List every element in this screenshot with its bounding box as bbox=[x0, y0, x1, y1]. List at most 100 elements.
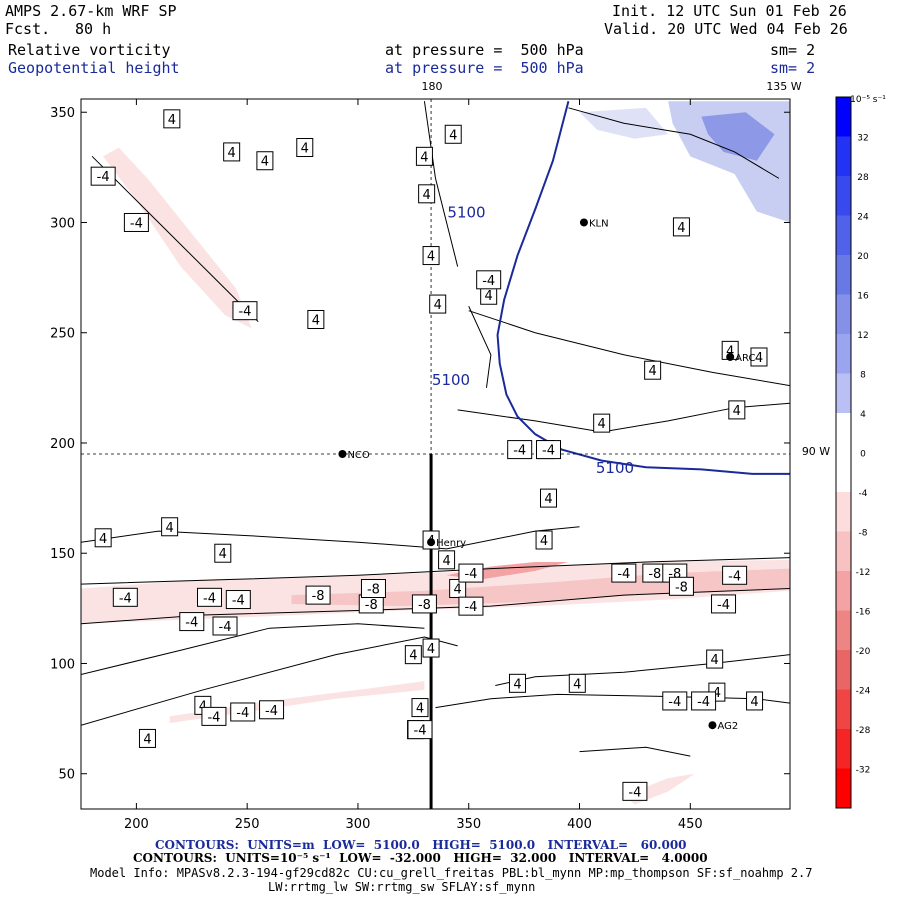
contour-label-box bbox=[422, 246, 440, 266]
vorticity-contour-label: 4 bbox=[416, 702, 424, 717]
vorticity-contour-label: -4 bbox=[207, 710, 220, 725]
x-tick-label: 450 bbox=[678, 817, 703, 832]
colorbar-swatch bbox=[836, 531, 851, 572]
vorticity-contour-label: -4 bbox=[238, 305, 251, 320]
contour-label-box bbox=[722, 565, 748, 585]
vorticity-contour-label: 4 bbox=[165, 521, 173, 536]
contour-label-box bbox=[225, 590, 251, 610]
vorticity-contour-label: -4 bbox=[232, 594, 245, 609]
contour-label-box bbox=[539, 488, 557, 508]
height-contour-line bbox=[496, 100, 790, 475]
colorbar-tick-label: -24 bbox=[856, 687, 871, 697]
footer-height-interval: INTERVAL= 60.000 bbox=[547, 838, 687, 852]
vorticity-contour-label: -4 bbox=[728, 569, 741, 584]
height-contour-label: 5100 bbox=[596, 459, 634, 477]
contour-label-box bbox=[360, 579, 386, 599]
vorticity-contour-line bbox=[468, 310, 790, 387]
colorbar-swatch bbox=[836, 136, 851, 177]
vorticity-contour-label: -4 bbox=[203, 591, 216, 606]
vorticity-contour-label: 4 bbox=[420, 150, 428, 165]
lon-label-90w: 90 W bbox=[802, 445, 830, 458]
contour-label-box bbox=[197, 587, 223, 607]
lat-lon-grid bbox=[81, 99, 790, 809]
vorticity-contour-label: 4 bbox=[434, 298, 442, 313]
contour-label-box bbox=[232, 301, 258, 321]
vorticity-contour-label: 4 bbox=[755, 351, 763, 366]
contour-label-box bbox=[535, 440, 561, 460]
vorticity-contour-label: 4 bbox=[168, 113, 176, 128]
vorticity-contour-label: -4 bbox=[265, 704, 278, 719]
contour-label-box bbox=[711, 594, 737, 614]
footer-vort-high: HIGH= 32.000 bbox=[453, 851, 557, 865]
contour-label-box bbox=[411, 594, 437, 614]
vorticity-contour-label: 4 bbox=[442, 554, 450, 569]
vorticity-contour-label: 4 bbox=[301, 142, 309, 157]
vorticity-contour-label: -4 bbox=[464, 567, 477, 582]
vorticity-contour-label: -8 bbox=[675, 580, 688, 595]
contour-label-box bbox=[418, 184, 436, 204]
station-label: KLN bbox=[589, 218, 609, 229]
vorticity-contour-label: 4 bbox=[219, 547, 227, 562]
forecast-value: 80 h bbox=[75, 20, 112, 38]
vorticity-contour-label: 4 bbox=[199, 699, 207, 714]
colorbar-swatch bbox=[836, 452, 851, 493]
vorticity-contour-label: 4 bbox=[598, 417, 606, 432]
colorbar-tick-label: 20 bbox=[857, 252, 869, 262]
contour-label-box bbox=[568, 673, 586, 693]
contour-label-box bbox=[201, 706, 227, 726]
vorticity-contour-label: -4 bbox=[617, 567, 630, 582]
field1-smoothing: sm= 2 bbox=[770, 41, 816, 59]
contour-label-box bbox=[230, 702, 256, 722]
contour-label-box bbox=[259, 700, 285, 720]
y-tick-label: 100 bbox=[50, 657, 75, 672]
colorbar-swatch bbox=[836, 729, 851, 769]
axes: 200 250 300 350 400 450 50 100 150 200 250 300 350 bbox=[50, 99, 790, 832]
colorbar-swatch bbox=[836, 215, 851, 256]
contour-label-box bbox=[411, 698, 429, 718]
field2-level: at pressure = 500 hPa bbox=[385, 59, 584, 77]
vorticity-contour-label: -4 bbox=[236, 706, 249, 721]
y-tick-label: 350 bbox=[50, 106, 75, 121]
y-tick-label: 150 bbox=[50, 547, 75, 562]
vorticity-contour-line bbox=[423, 101, 459, 267]
colorbar-swatch bbox=[836, 768, 851, 809]
vorticity-contour-label: -4 bbox=[513, 444, 526, 459]
contour-label-box bbox=[163, 109, 181, 129]
footer-model-info: Model Info: MPASv8.2.3-194-gf29cd82c CU:… bbox=[90, 866, 813, 880]
vort-fill-region bbox=[103, 147, 252, 329]
contour-label-box bbox=[415, 146, 433, 166]
vorticity-contour-label: 4 bbox=[726, 344, 734, 359]
vorticity-contour-label: -8 bbox=[367, 583, 380, 598]
vorticity-contour-label: 4 bbox=[733, 404, 741, 419]
contour-label-box bbox=[535, 530, 553, 550]
contour-labels: 5100 5100 5100 4 4 4 4 4 4 4 4 4 4 4 4 4 4 4 4 4 4 4 4 4 4 4 4 4 4 4 4… bbox=[90, 109, 768, 801]
footer-height-contours: CONTOURS: UNITS=m LOW= 5100.0 HIGH= 5100… bbox=[155, 838, 687, 852]
contour-label-box bbox=[422, 638, 440, 658]
field1-level: at pressure = 500 hPa bbox=[385, 41, 584, 59]
height-contour-label: 5100 bbox=[447, 203, 485, 221]
colorbar-swatch bbox=[836, 413, 851, 453]
vorticity-contour-label: 4 bbox=[422, 188, 430, 203]
vorticity-contour-label: 4 bbox=[99, 532, 107, 547]
vorticity-contour-label: 4 bbox=[573, 677, 581, 692]
colorbar-swatch bbox=[836, 492, 851, 532]
footer-vort-interval: INTERVAL= 4.0000 bbox=[568, 851, 708, 865]
init-time: Init. 12 UTC Sun 01 Feb 26 bbox=[612, 2, 847, 20]
colorbar-swatch bbox=[836, 334, 851, 374]
colorbar-swatch bbox=[836, 294, 851, 335]
vorticity-contour-label: -4 bbox=[542, 444, 555, 459]
colorbar-tick-label: 0 bbox=[860, 450, 866, 460]
contour-label-box bbox=[691, 691, 717, 711]
colorbar-tick-label: 16 bbox=[857, 292, 869, 302]
station-label: AG2 bbox=[717, 721, 738, 732]
x-tick-label: 250 bbox=[235, 817, 260, 832]
vorticity-contour-label: 4 bbox=[409, 649, 417, 664]
vorticity-contour-label: -8 bbox=[418, 598, 431, 613]
vorticity-contour-label: -8 bbox=[312, 589, 325, 604]
height-contours bbox=[496, 100, 790, 475]
vorticity-contour-label: 4 bbox=[540, 534, 548, 549]
colorbar-tick-label: -20 bbox=[856, 647, 871, 657]
vort-fill-region bbox=[701, 112, 775, 161]
stations: KLN ARC NCO Henry AG2 bbox=[338, 218, 755, 732]
vorticity-contour-label: 4 bbox=[485, 289, 493, 304]
